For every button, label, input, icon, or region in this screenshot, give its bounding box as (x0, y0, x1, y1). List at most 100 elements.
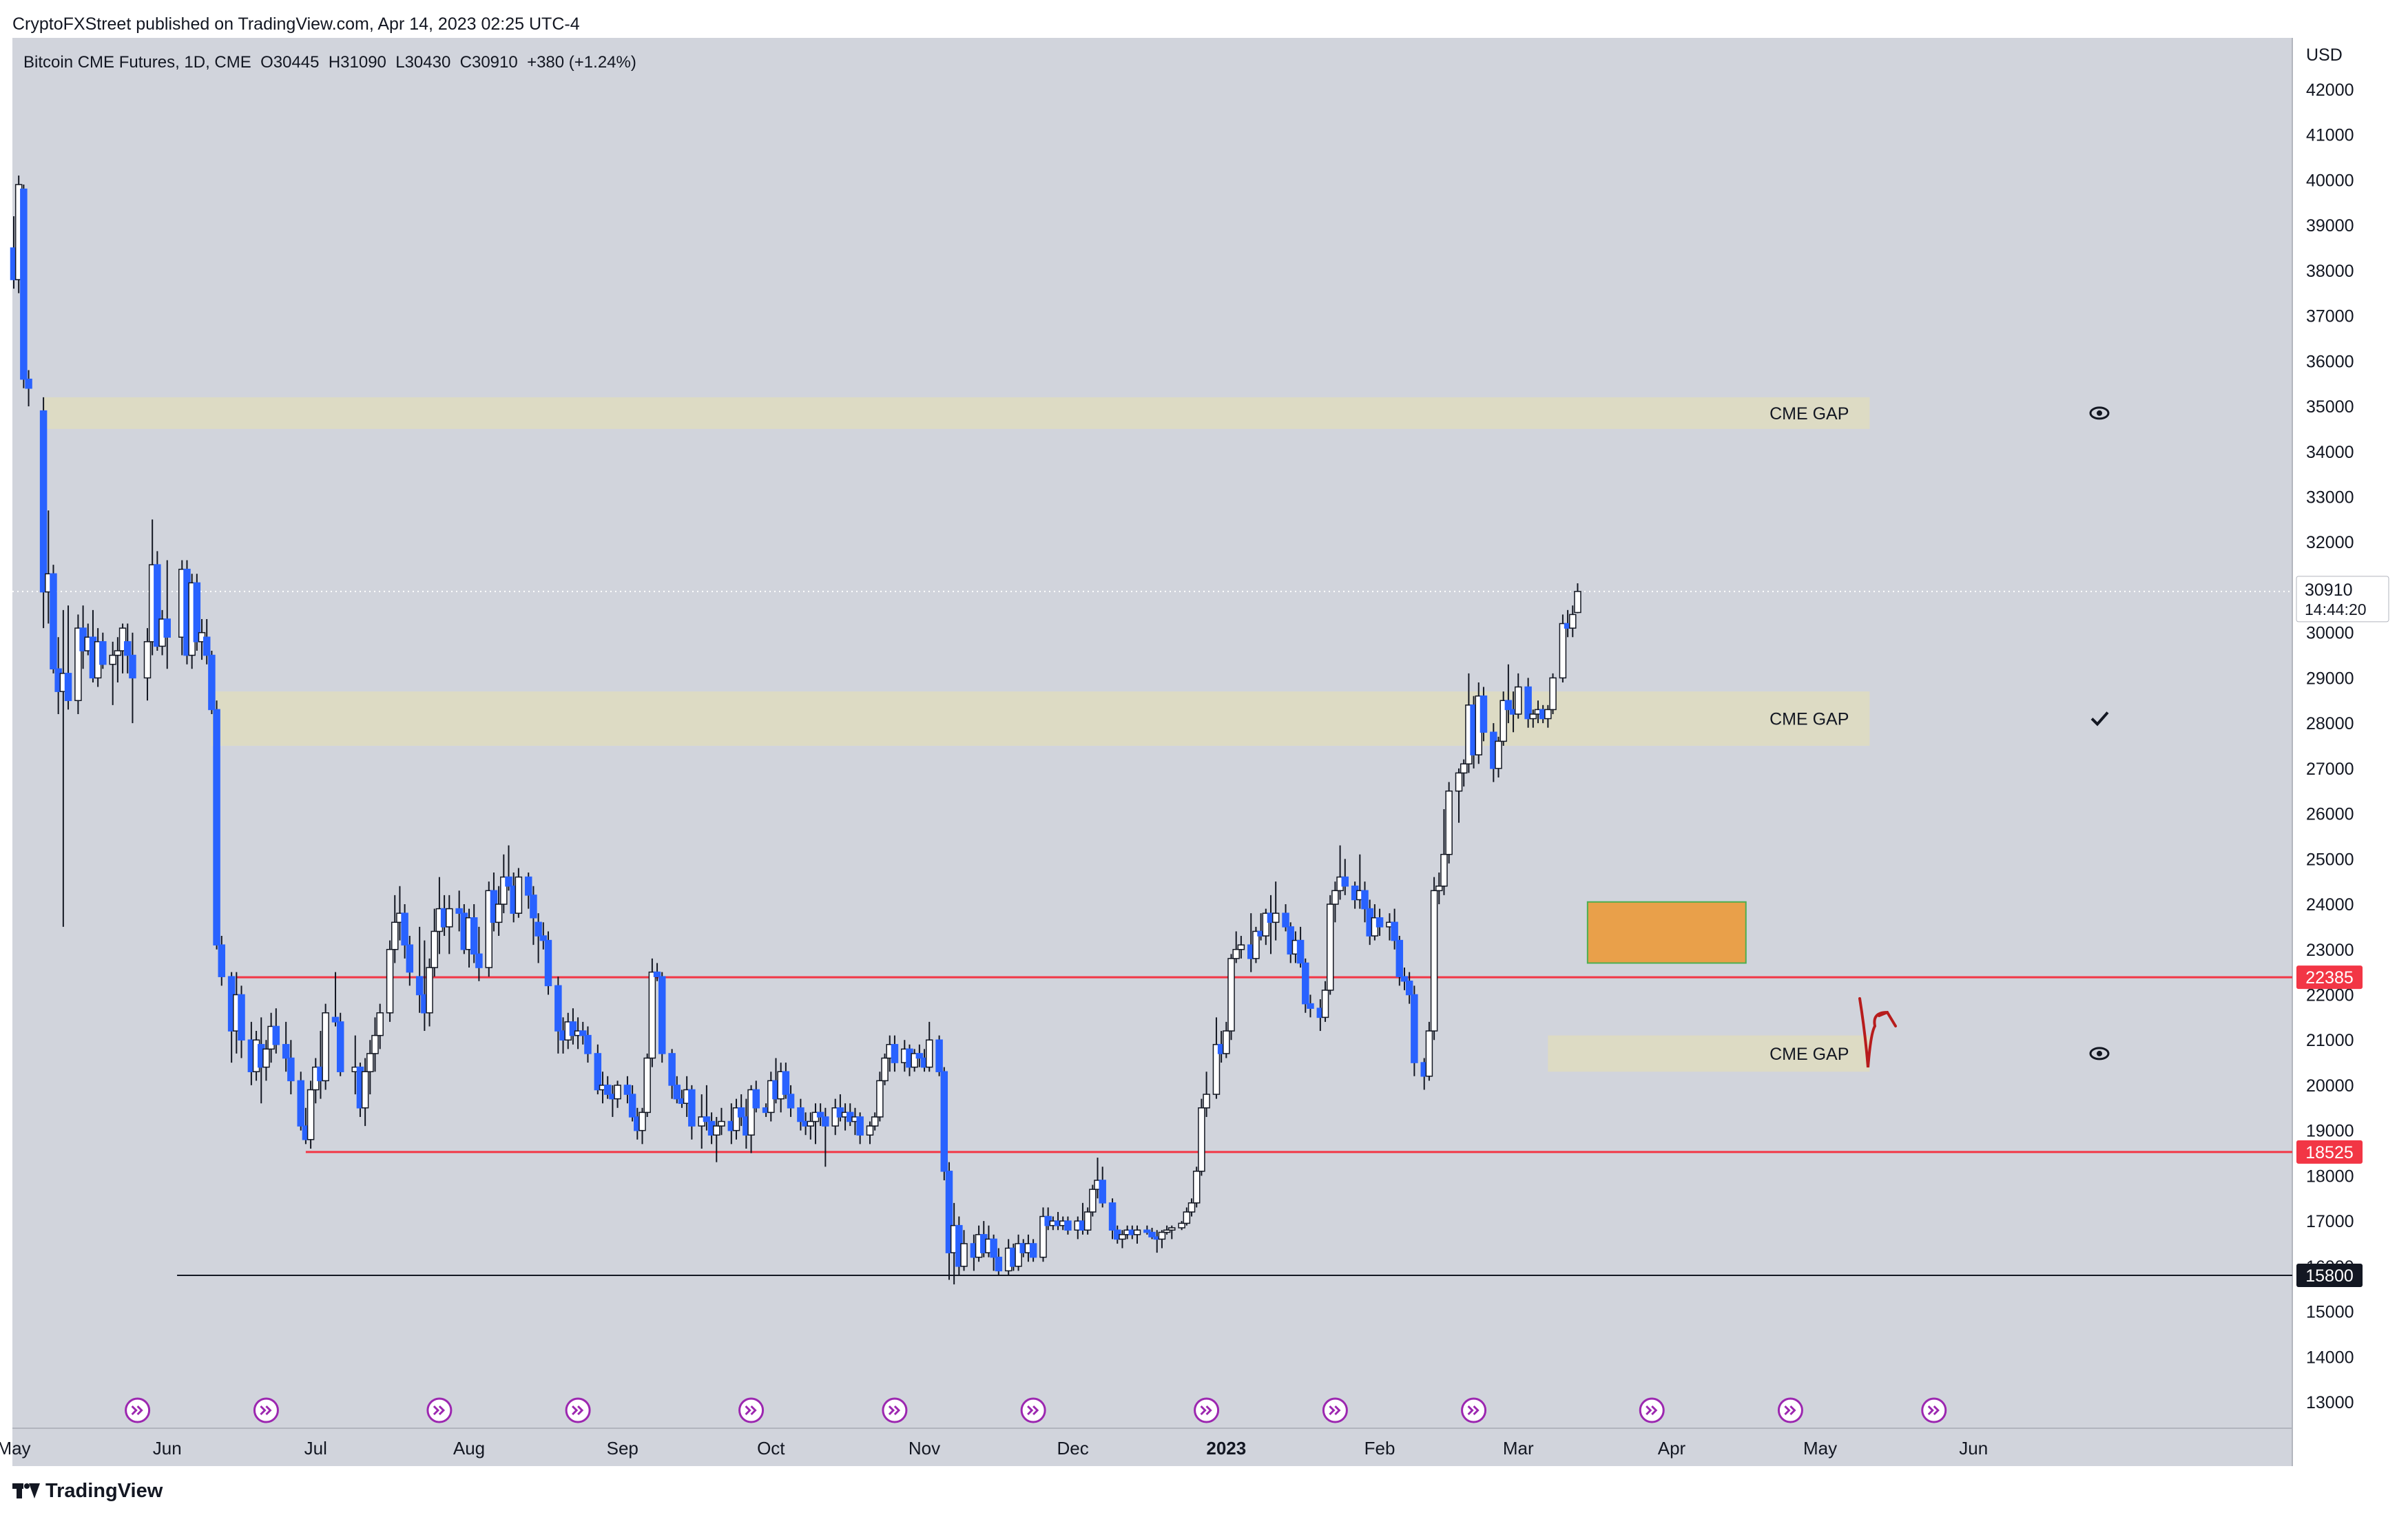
candle-body[interactable] (1262, 912, 1270, 937)
candle-body[interactable] (218, 944, 226, 977)
candle-body[interactable] (426, 967, 433, 1014)
candle-body[interactable] (39, 410, 48, 593)
candle-body[interactable] (262, 1048, 270, 1068)
candle-body[interactable] (732, 1107, 740, 1131)
candle-body[interactable] (386, 949, 394, 1014)
candle-body[interactable] (603, 1085, 612, 1095)
candle-body[interactable] (584, 1034, 592, 1054)
candle-body[interactable] (1282, 912, 1289, 928)
candle-body[interactable] (500, 876, 508, 905)
candle-body[interactable] (1187, 1202, 1196, 1213)
candle-body[interactable] (208, 654, 216, 711)
candle-body[interactable] (807, 1120, 815, 1127)
candle-body[interactable] (163, 618, 171, 638)
candle-body[interactable] (1296, 939, 1305, 964)
candle-body[interactable] (366, 1053, 374, 1072)
candle-body[interactable] (446, 908, 453, 928)
candle-body[interactable] (1119, 1234, 1126, 1240)
candle-body[interactable] (401, 912, 408, 945)
candle-body[interactable] (282, 1044, 290, 1059)
candle-body[interactable] (787, 1094, 795, 1109)
candle-body[interactable] (25, 378, 32, 389)
candle-body[interactable] (1480, 695, 1488, 733)
candle-body[interactable] (505, 876, 512, 887)
candle-body[interactable] (639, 1111, 646, 1131)
candle-body[interactable] (614, 1085, 621, 1100)
candle-body[interactable] (430, 930, 438, 968)
candle-body[interactable] (1376, 917, 1384, 928)
candle-body[interactable] (297, 1080, 304, 1127)
candle-body[interactable] (737, 1107, 745, 1118)
candle-body[interactable] (688, 1089, 696, 1127)
candle-body[interactable] (1089, 1189, 1097, 1213)
candle-body[interactable] (653, 971, 661, 977)
candle-body[interactable] (50, 573, 57, 670)
candle-body[interactable] (1148, 1231, 1156, 1237)
candle-body[interactable] (960, 1243, 968, 1267)
candle-body[interactable] (455, 908, 463, 914)
candle-body[interactable] (1499, 700, 1507, 742)
candle-body[interactable] (124, 641, 132, 656)
eye-icon[interactable] (2089, 1047, 2110, 1060)
candle-body[interactable] (1514, 686, 1522, 715)
candle-body[interactable] (287, 1057, 295, 1082)
candle-body[interactable] (1411, 994, 1418, 1063)
candle-body[interactable] (995, 1256, 1003, 1272)
candle-body[interactable] (99, 641, 107, 665)
candle-body[interactable] (1064, 1220, 1072, 1231)
candle-body[interactable] (376, 1012, 384, 1036)
candle-body[interactable] (747, 1089, 755, 1136)
candle-body[interactable] (945, 1171, 953, 1253)
candle-body[interactable] (891, 1044, 899, 1063)
candle-body[interactable] (20, 188, 28, 380)
candle-body[interactable] (64, 673, 72, 702)
candle-body[interactable] (1192, 1171, 1201, 1204)
candle-body[interactable] (990, 1238, 997, 1258)
candle-body[interactable] (822, 1116, 829, 1127)
candle-body[interactable] (1307, 1003, 1314, 1009)
candle-body[interactable] (203, 636, 211, 656)
candle-body[interactable] (1400, 976, 1409, 982)
candle-body[interactable] (623, 1085, 632, 1095)
candle-body[interactable] (1163, 1229, 1171, 1233)
candle-body[interactable] (1549, 677, 1557, 711)
candle-body[interactable] (74, 627, 82, 702)
candle-body[interactable] (1524, 686, 1532, 720)
candle-body[interactable] (524, 876, 532, 896)
candle-body[interactable] (713, 1125, 720, 1136)
candle-body[interactable] (673, 1085, 681, 1100)
candle-body[interactable] (539, 935, 548, 941)
candle-body[interactable] (1272, 912, 1280, 923)
candle-body[interactable] (1029, 1243, 1037, 1258)
candle-body[interactable] (1391, 921, 1398, 941)
candle-body[interactable] (470, 917, 478, 955)
candle-body[interactable] (1083, 1211, 1092, 1231)
candle-body[interactable] (1237, 944, 1245, 950)
candle-body[interactable] (1361, 890, 1369, 910)
candle-body[interactable] (475, 953, 483, 968)
candle-body[interactable] (782, 1071, 790, 1095)
candle-body[interactable] (1178, 1222, 1185, 1229)
candle-body[interactable] (1495, 740, 1502, 769)
candle-body[interactable] (154, 564, 161, 647)
candle-body[interactable] (530, 895, 537, 919)
candle-body[interactable] (307, 1089, 315, 1140)
candle-body[interactable] (1099, 1180, 1106, 1204)
candle-body[interactable] (114, 650, 122, 656)
candle-body[interactable] (1143, 1229, 1151, 1233)
candle-body[interactable] (1430, 890, 1438, 1032)
candle-body[interactable] (866, 1125, 874, 1136)
candle-body[interactable] (871, 1116, 879, 1127)
candle-body[interactable] (495, 903, 503, 923)
candle-body[interactable] (1039, 1215, 1047, 1258)
candle-body[interactable] (1302, 962, 1309, 1005)
candle-body[interactable] (643, 1057, 651, 1114)
candle-body[interactable] (1460, 763, 1468, 774)
candle-body[interactable] (648, 971, 656, 1059)
candle-body[interactable] (816, 1111, 824, 1118)
candle-body[interactable] (925, 1039, 933, 1068)
candle-body[interactable] (554, 985, 562, 1032)
candle-body[interactable] (1227, 958, 1235, 1032)
candle-body[interactable] (272, 1025, 280, 1045)
